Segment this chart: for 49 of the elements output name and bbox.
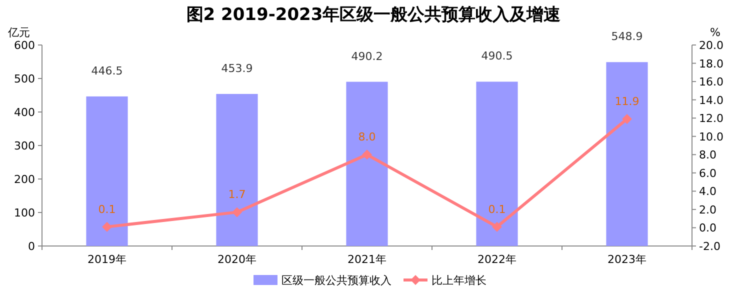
x-tick-label: 2019年: [88, 253, 126, 266]
data-label: 490.5: [481, 50, 513, 63]
x-tick-label: 2023年: [608, 253, 646, 266]
data-label: 11.9: [614, 95, 640, 108]
data-label: 490.2: [351, 50, 383, 63]
y2-tick-label: 18.0: [699, 57, 724, 70]
point: [362, 150, 372, 160]
y2-tick-label: 16.0: [699, 76, 724, 89]
bar: [476, 82, 518, 246]
y2-tick-label: 14.0: [699, 94, 724, 107]
data-label: 453.9: [221, 62, 253, 75]
bar: [216, 94, 258, 246]
data-label: 0.1: [98, 202, 116, 216]
y-tick-label: 100: [14, 206, 35, 220]
y-axis-title: 亿元: [7, 26, 30, 39]
y-tick-label: 0: [28, 240, 35, 253]
y2-tick-label: -2.0: [699, 240, 720, 253]
chart-title: 图2 2019-2023年区级一般公共预算收入及增速: [186, 5, 561, 25]
y2-tick-label: 8.0: [699, 148, 716, 162]
data-label: 446.5: [91, 64, 123, 78]
x-tick-label: 2020年: [218, 253, 256, 266]
y2-tick-label: 10.0: [699, 130, 724, 144]
y-tick-label: 400: [14, 106, 35, 119]
data-label: 0.1: [488, 202, 506, 216]
point: [232, 207, 242, 218]
y-tick-label: 500: [14, 72, 35, 86]
data-label: 8.0: [358, 130, 376, 144]
point: [492, 222, 502, 232]
data-label: 548.9: [611, 30, 643, 44]
y2-tick-label: 2.0: [699, 203, 716, 216]
bar: [86, 96, 128, 246]
data-label: 1.7: [228, 188, 246, 202]
y2-tick-label: 20.0: [699, 39, 724, 52]
point: [102, 222, 112, 232]
y2-tick-label: 6.0: [699, 166, 716, 180]
x-tick-label: 2022年: [478, 253, 516, 266]
y-tick-label: 300: [14, 140, 35, 152]
y2-tick-label: 0.0: [699, 222, 716, 235]
bar: [346, 82, 388, 246]
y2-axis-title: %: [710, 26, 720, 39]
bar: [606, 62, 648, 246]
point: [622, 114, 632, 124]
y-tick-label: 200: [14, 173, 35, 186]
legend-label: 比上年增长: [432, 274, 486, 287]
legend-label: 区级一般公共预算收入: [282, 274, 392, 287]
y-tick-label: 600: [14, 39, 35, 52]
y2-tick-label: 12.0: [699, 112, 724, 126]
x-tick-label: 2021年: [348, 253, 386, 266]
y2-tick-label: 4.0: [699, 185, 716, 198]
